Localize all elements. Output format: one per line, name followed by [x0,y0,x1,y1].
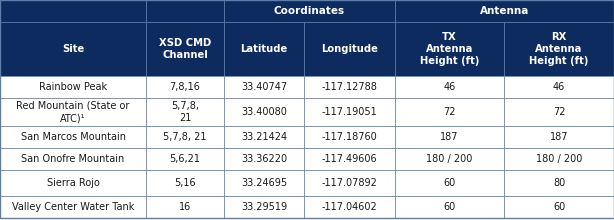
Bar [304,126,395,148]
Bar [504,98,614,126]
Text: 33.36220: 33.36220 [241,154,287,164]
Text: Valley Center Water Tank: Valley Center Water Tank [12,202,134,212]
Bar [504,22,614,76]
Text: -117.07892: -117.07892 [321,178,378,188]
Bar [304,98,395,126]
Text: 180 / 200: 180 / 200 [536,154,582,164]
Text: 60: 60 [443,178,456,188]
Text: 33.21424: 33.21424 [241,132,287,142]
Bar [146,76,224,98]
Text: 60: 60 [443,202,456,212]
Bar [146,148,224,170]
Text: Longitude: Longitude [321,44,378,54]
Text: XSD CMD
Channel: XSD CMD Channel [159,38,211,60]
Text: 187: 187 [550,132,569,142]
Bar [395,76,504,98]
Bar [504,126,614,148]
Bar [0,98,146,126]
Bar [224,148,304,170]
Bar [395,148,504,170]
Text: 60: 60 [553,202,565,212]
Text: San Onofre Mountain: San Onofre Mountain [21,154,125,164]
Bar [224,76,304,98]
Bar [146,170,224,196]
Text: 16: 16 [179,202,191,212]
Bar [0,0,146,22]
Bar [395,170,504,196]
Text: 46: 46 [553,82,565,92]
Bar [224,126,304,148]
Bar [146,196,224,218]
Text: 80: 80 [553,178,565,188]
Bar [0,22,146,76]
Text: Antenna: Antenna [480,6,529,16]
Text: 46: 46 [443,82,456,92]
Text: 180 / 200: 180 / 200 [426,154,473,164]
Bar [395,98,504,126]
Text: -117.49606: -117.49606 [322,154,377,164]
Text: Red Mountain (State or
ATC)¹: Red Mountain (State or ATC)¹ [17,101,130,123]
Bar [0,126,146,148]
Text: 5,6,21: 5,6,21 [169,154,201,164]
Bar [304,22,395,76]
Text: Coordinates: Coordinates [274,6,345,16]
Text: -117.12788: -117.12788 [321,82,378,92]
Text: 33.40080: 33.40080 [241,107,287,117]
Bar [504,148,614,170]
Text: -117.18760: -117.18760 [322,132,377,142]
Bar [224,170,304,196]
Text: Rainbow Peak: Rainbow Peak [39,82,107,92]
Bar [146,0,224,22]
Text: 5,7,8,
21: 5,7,8, 21 [171,101,199,123]
Bar [504,170,614,196]
Text: 7,8,16: 7,8,16 [169,82,201,92]
Text: TX
Antenna
Height (ft): TX Antenna Height (ft) [420,32,479,66]
Bar [395,126,504,148]
Text: -117.04602: -117.04602 [322,202,377,212]
Bar [504,76,614,98]
Bar [395,0,614,22]
Bar [304,76,395,98]
Bar [504,196,614,218]
Text: Site: Site [62,44,84,54]
Bar [304,196,395,218]
Text: 5,16: 5,16 [174,178,196,188]
Text: Sierra Rojo: Sierra Rojo [47,178,99,188]
Bar [146,126,224,148]
Text: 187: 187 [440,132,459,142]
Bar [0,76,146,98]
Text: San Marcos Mountain: San Marcos Mountain [20,132,126,142]
Bar [146,98,224,126]
Bar [395,196,504,218]
Text: 5,7,8, 21: 5,7,8, 21 [163,132,207,142]
Bar [0,196,146,218]
Text: Latitude: Latitude [241,44,287,54]
Text: -117.19051: -117.19051 [322,107,377,117]
Bar [0,148,146,170]
Text: 33.24695: 33.24695 [241,178,287,188]
Bar [395,22,504,76]
Bar [146,22,224,76]
Bar [224,22,304,76]
Text: 33.29519: 33.29519 [241,202,287,212]
Text: 33.40747: 33.40747 [241,82,287,92]
Text: 72: 72 [553,107,565,117]
Bar [304,148,395,170]
Text: 72: 72 [443,107,456,117]
Bar [224,98,304,126]
Bar [304,170,395,196]
Text: RX
Antenna
Height (ft): RX Antenna Height (ft) [529,32,589,66]
Bar [0,170,146,196]
Bar [224,196,304,218]
Bar [224,0,395,22]
